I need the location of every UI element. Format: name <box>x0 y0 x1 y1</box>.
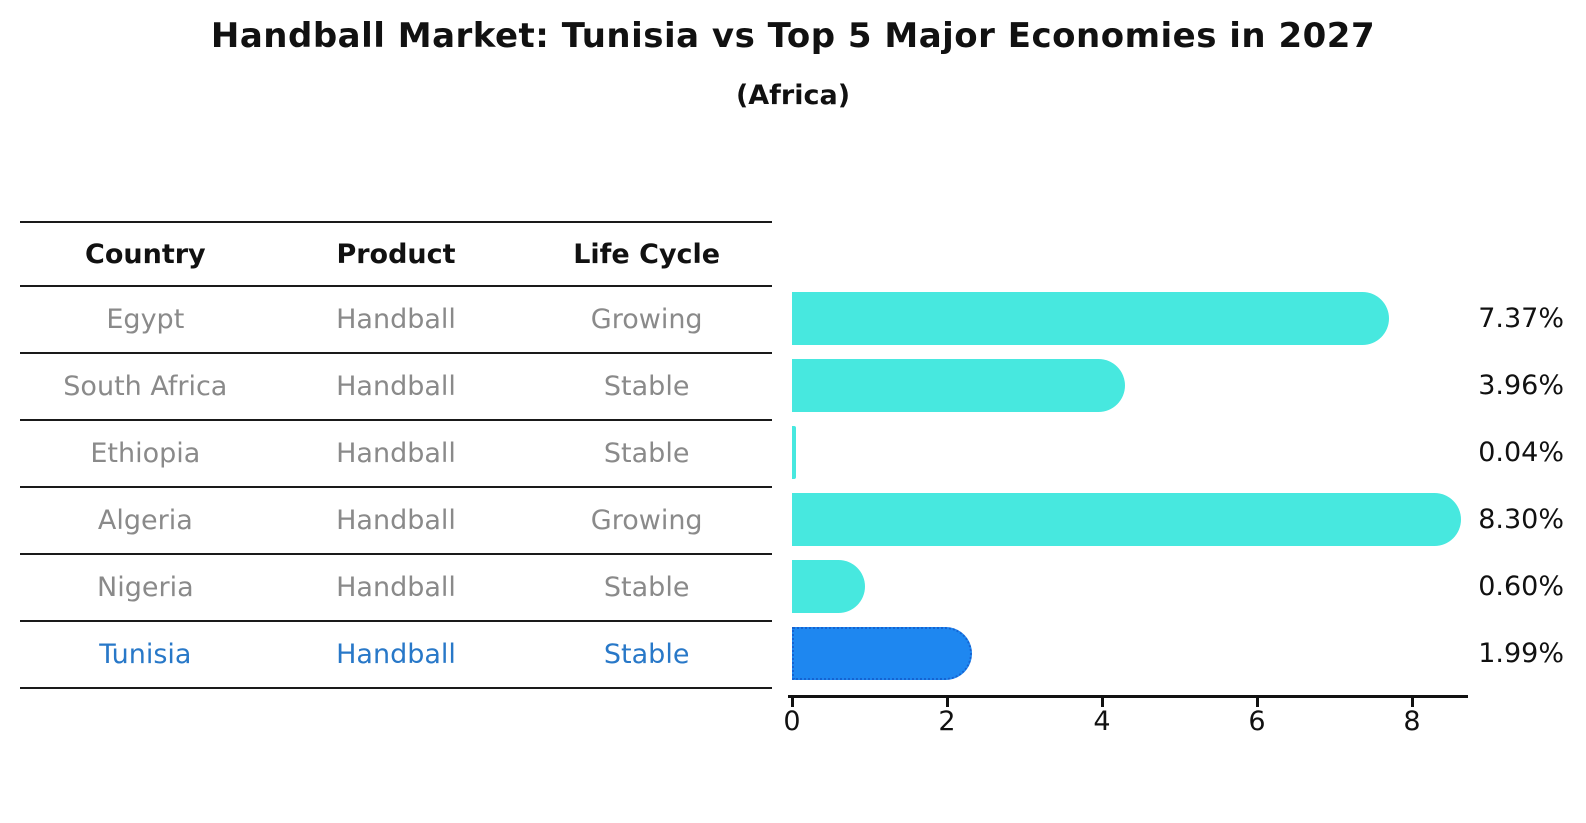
x-tick-label-4: 4 <box>1093 706 1111 737</box>
lifecycle-cell: Stable <box>603 572 690 603</box>
product-cell: Handball <box>336 639 456 670</box>
value-label-ethiopia: 0.04% <box>1478 436 1564 468</box>
chart-title: Handball Market: Tunisia vs Top 5 Major … <box>210 16 1376 56</box>
x-tick-mark-8 <box>1410 695 1414 707</box>
value-label-nigeria: 0.60% <box>1478 570 1564 602</box>
product-cell: Handball <box>336 505 456 536</box>
table-header-row: Country Product Life Cycle <box>20 223 772 287</box>
lifecycle-cell: Growing <box>590 505 703 536</box>
column-header-lifecycle: Life Cycle <box>573 238 721 270</box>
table-row-algeria: Algeria Handball Growing <box>20 488 772 555</box>
lifecycle-cell: Growing <box>590 304 703 335</box>
x-tick-label-2: 2 <box>938 706 956 737</box>
country-cell: Tunisia <box>99 639 192 670</box>
lifecycle-cell: Stable <box>603 438 690 469</box>
value-label-egypt: 7.37% <box>1478 302 1564 334</box>
x-tick-mark-2 <box>945 695 949 707</box>
country-cell: Algeria <box>97 505 193 536</box>
table-row-south-africa: South Africa Handball Stable <box>20 354 772 421</box>
country-table: Country Product Life Cycle Egypt Handball… <box>20 221 772 689</box>
product-cell: Handball <box>336 304 456 335</box>
country-cell: Nigeria <box>97 572 194 603</box>
bar-nigeria <box>792 560 865 613</box>
x-tick-label-6: 6 <box>1248 706 1266 737</box>
x-tick-mark-0 <box>790 695 794 707</box>
bar-ethiopia <box>792 426 796 479</box>
x-tick-mark-6 <box>1255 695 1259 707</box>
x-tick-mark-4 <box>1100 695 1104 707</box>
bar-algeria <box>792 493 1462 546</box>
lifecycle-cell: Stable <box>603 371 690 402</box>
country-cell: Egypt <box>106 304 185 335</box>
table-row-egypt: Egypt Handball Growing <box>20 287 772 354</box>
product-cell: Handball <box>336 572 456 603</box>
table-row-nigeria: Nigeria Handball Stable <box>20 555 772 622</box>
x-tick-label-0: 0 <box>783 706 801 737</box>
column-header-country: Country <box>85 238 206 270</box>
table-row-ethiopia: Ethiopia Handball Stable <box>20 421 772 488</box>
chart-subtitle: (Africa) <box>735 80 851 111</box>
country-cell: Ethiopia <box>90 438 201 469</box>
product-cell: Handball <box>336 438 456 469</box>
bar-egypt <box>792 292 1390 345</box>
table-row-tunisia: Tunisia Handball Stable <box>20 622 772 689</box>
x-tick-label-8: 8 <box>1403 706 1421 737</box>
value-label-tunisia: 1.99% <box>1478 637 1564 669</box>
product-cell: Handball <box>336 371 456 402</box>
bar-tunisia <box>792 627 973 680</box>
column-header-product: Product <box>336 238 456 270</box>
x-axis-spine <box>788 695 1468 698</box>
country-cell: South Africa <box>63 371 228 402</box>
value-label-south-africa: 3.96% <box>1478 369 1564 401</box>
bar-south-africa <box>792 359 1125 412</box>
table-body: Egypt Handball Growing South Africa Handball… <box>20 287 772 689</box>
lifecycle-cell: Stable <box>603 639 690 670</box>
value-label-algeria: 8.30% <box>1478 503 1564 535</box>
